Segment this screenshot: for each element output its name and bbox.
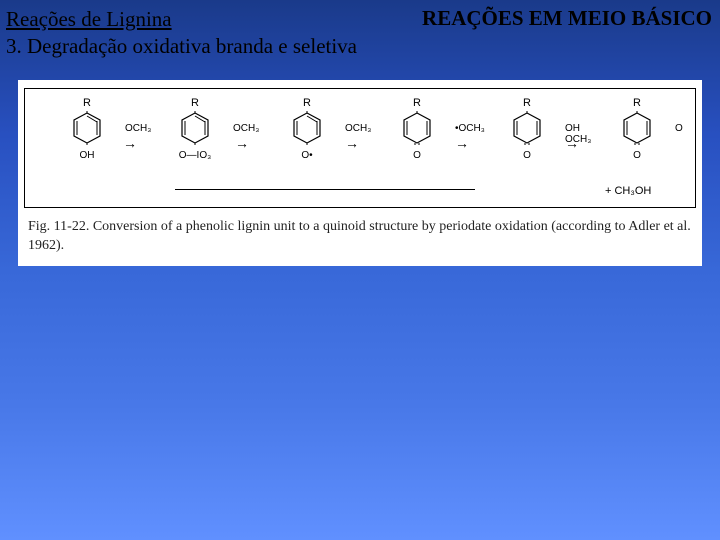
mol-r-label: R (155, 97, 235, 109)
mol-r-label: R (597, 97, 677, 109)
mol-bottom: O (377, 150, 457, 161)
mol-bottom: O (487, 150, 567, 161)
mol-r-label: R (267, 97, 347, 109)
figure-container: ROCH₃OHROCH₃O—IO₃ROCH₃O•R•OCH₃OROHOCH₃OR… (18, 80, 702, 266)
figure-caption: Fig. 11-22. Conversion of a phenolic lig… (24, 216, 696, 260)
mol-bottom: OH (47, 150, 127, 161)
reaction-arrow-1: → (123, 135, 137, 151)
ring-icon (290, 111, 324, 145)
byproduct-label: + CH₃OH (605, 185, 651, 197)
reaction-arrow-3: → (345, 135, 359, 151)
reaction-arrow-5: → (565, 135, 579, 151)
mol-substituent: O (675, 123, 707, 134)
ring-icon (510, 111, 544, 145)
mol-substituent: OCH₃ (233, 123, 265, 134)
mol-r-label: R (377, 97, 457, 109)
molecule-1: ROCH₃OH (47, 111, 127, 145)
ring-icon (70, 111, 104, 145)
mol-substituent: OCH₃ (125, 123, 157, 134)
long-arrow (175, 189, 475, 190)
mol-r-label: R (487, 97, 567, 109)
ring-icon (400, 111, 434, 145)
slide-title: Reações de Lignina 3. Degradação oxidati… (6, 6, 357, 61)
ring-icon (620, 111, 654, 145)
reaction-scheme: ROCH₃OHROCH₃O—IO₃ROCH₃O•R•OCH₃OROHOCH₃OR… (24, 88, 696, 208)
ring-icon (178, 111, 212, 145)
mol-bottom: O (597, 150, 677, 161)
reaction-arrow-2: → (235, 135, 249, 151)
mol-bottom: O—IO₃ (155, 150, 235, 161)
reaction-arrow-4: → (455, 135, 469, 151)
molecule-2: ROCH₃O—IO₃ (155, 111, 235, 145)
title-line-1: Reações de Lignina (6, 6, 357, 33)
molecule-6: ROO (597, 111, 677, 145)
mol-r-label: R (47, 97, 127, 109)
title-line-2: 3. Degradação oxidativa branda e seletiv… (6, 33, 357, 60)
molecule-5: ROHOCH₃O (487, 111, 567, 145)
molecule-3: ROCH₃O• (267, 111, 347, 145)
slide-header-right: REAÇÕES EM MEIO BÁSICO (422, 6, 712, 31)
molecule-4: R•OCH₃O (377, 111, 457, 145)
mol-substituent: OCH₃ (345, 123, 377, 134)
mol-bottom: O• (267, 150, 347, 161)
mol-substituent: •OCH₃ (455, 123, 487, 134)
